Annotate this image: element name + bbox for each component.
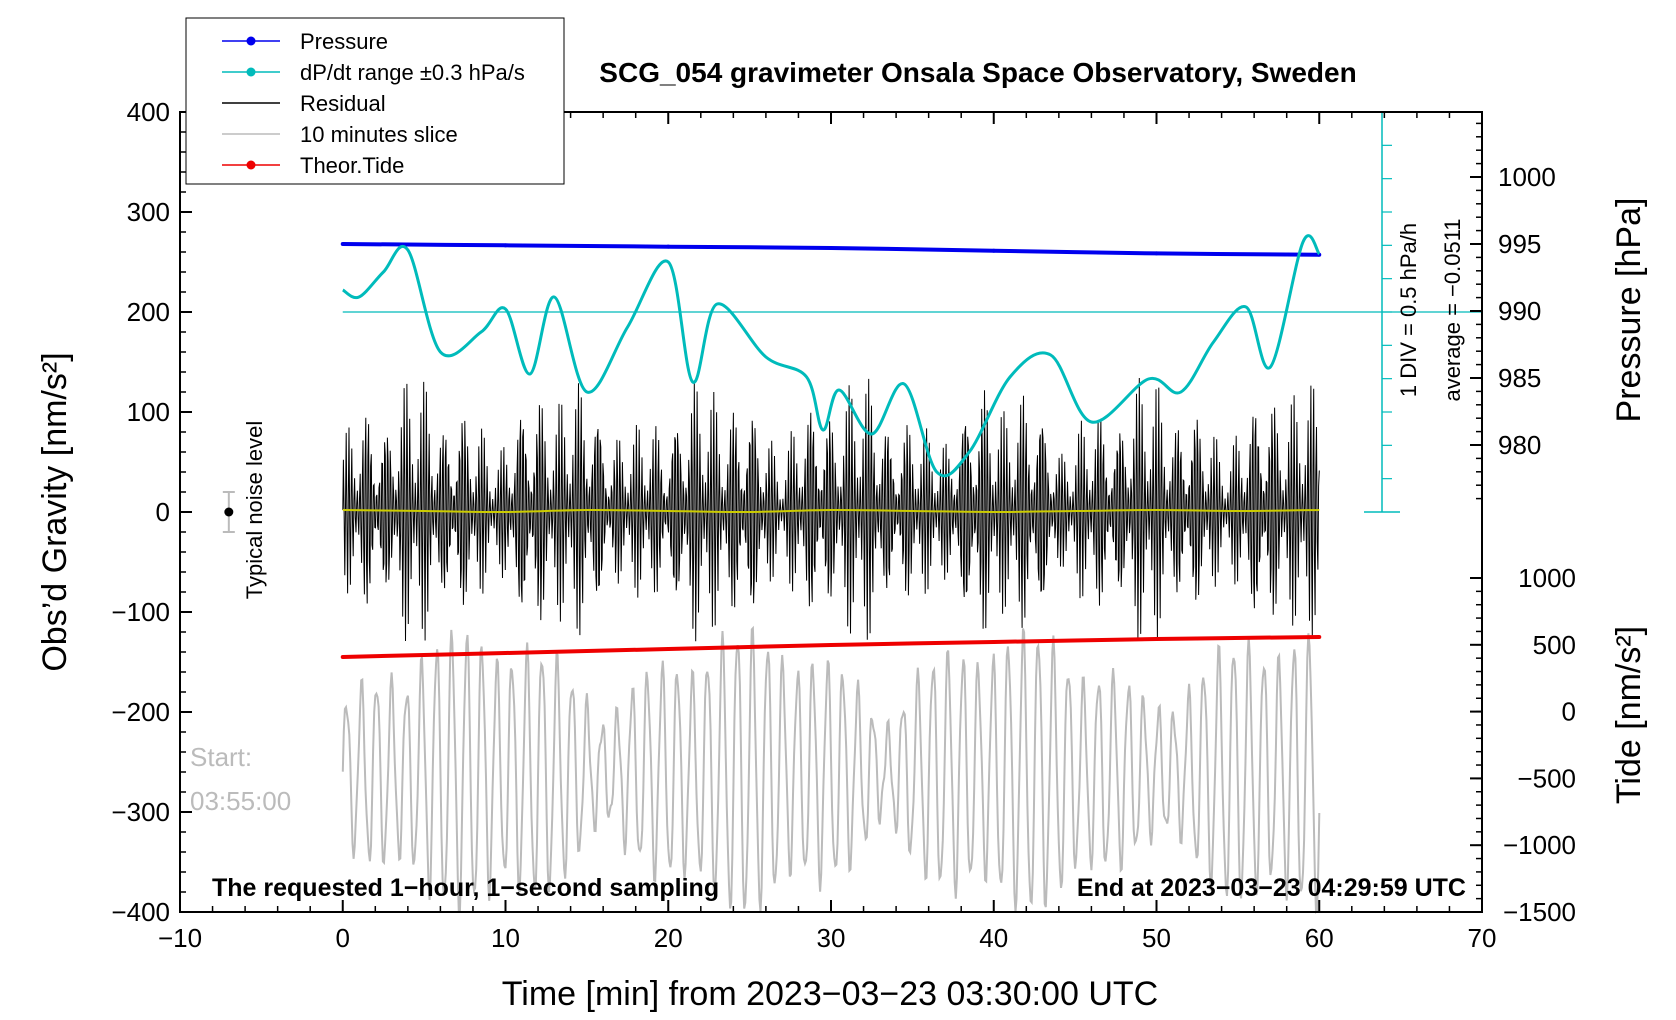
- legend: Pressure dP/dt range ±0.3 hPa/s Residual 10…: [185, 17, 565, 185]
- slice-start-time: 03:55:00: [190, 786, 291, 816]
- dpdt-scale-note: 1 DIV = 0.5 hPa/h: [1396, 223, 1421, 397]
- y-axis-title-left: Obs’d Gravity [nm/s²]: [36, 352, 74, 671]
- footer-right-note: End at 2023−03−23 04:29:59 UTC: [1077, 874, 1466, 902]
- y-tick-label: 200: [127, 297, 170, 327]
- pressure-point: [829, 246, 833, 251]
- dpdt-average-note: average = −0.0511: [1440, 218, 1465, 401]
- chart-title: SCG_054 gravimeter Onsala Space Observat…: [599, 57, 1356, 88]
- y-tick-label: 100: [127, 397, 170, 427]
- slice-series-line: [341, 625, 1321, 914]
- pressure-tick-label: 985: [1498, 363, 1541, 393]
- tide-tick-label: −1000: [1503, 830, 1576, 860]
- y-axis-title-pressure: Pressure [hPa]: [1610, 198, 1648, 423]
- legend-label: Pressure: [300, 29, 388, 54]
- x-tick-label: 70: [1468, 923, 1497, 953]
- tide-point: [991, 640, 996, 644]
- tide-tick-label: 0: [1562, 697, 1576, 727]
- legend-marker: [246, 67, 256, 77]
- legend-marker: [246, 36, 256, 46]
- tide-point: [829, 643, 833, 647]
- residual-series-line: [342, 508, 1320, 514]
- pressure-point: [340, 242, 345, 246]
- y-tick-label: −300: [111, 797, 170, 827]
- pressure-point: [1154, 251, 1159, 256]
- slice-start-label: Start:: [190, 742, 252, 772]
- y-tick-label: −200: [111, 697, 170, 727]
- x-tick-label: 10: [491, 923, 520, 953]
- tide-tick-label: −1500: [1503, 897, 1576, 927]
- pressure-tick-label: 990: [1498, 296, 1541, 326]
- dpdt-series-line: [341, 234, 1321, 478]
- x-axis-title: Time [min] from 2023−03−23 03:30:00 UTC: [502, 975, 1158, 1013]
- x-tick-label: 60: [1305, 923, 1334, 953]
- pressure-point: [666, 244, 671, 249]
- pressure-tick-label: 995: [1498, 229, 1541, 259]
- tide-point: [340, 655, 345, 659]
- legend-label: 10 minutes slice: [300, 122, 458, 147]
- y-axis-title-tide: Tide [nm/s²]: [1610, 626, 1648, 804]
- footer-left-note: The requested 1−hour, 1−second sampling: [212, 874, 719, 902]
- x-tick-label: −10: [158, 923, 202, 953]
- y-tick-label: 300: [127, 197, 170, 227]
- legend-box: [185, 17, 565, 185]
- x-tick-label: 20: [654, 923, 683, 953]
- y-tick-label: −100: [111, 597, 170, 627]
- noise-level-label: Typical noise level: [242, 421, 267, 600]
- pressure-point: [503, 243, 508, 248]
- pressure-point: [991, 248, 996, 253]
- pressure-tick-label: 980: [1498, 430, 1541, 460]
- x-tick-label: 50: [1142, 923, 1171, 953]
- tide-point: [503, 651, 508, 655]
- noise-marker-point: [224, 507, 234, 517]
- y-tick-label: −400: [111, 897, 170, 927]
- x-tick-label: 30: [817, 923, 846, 953]
- plot-layer: [222, 111, 1482, 914]
- tide-point: [666, 647, 671, 651]
- tide-tick-label: 500: [1533, 630, 1576, 660]
- ticks-layer: −10 0 10 20 30 40 50 60 704003002001000−100−200−…: [111, 97, 1576, 953]
- legend-marker: [246, 160, 256, 170]
- tide-point: [1154, 637, 1159, 641]
- residual-noise-line: [342, 377, 1320, 642]
- legend-label: dP/dt range ±0.3 hPa/s: [300, 60, 525, 85]
- tide-tick-label: 1000: [1518, 563, 1576, 593]
- x-tick-label: 0: [336, 923, 350, 953]
- legend-label: Theor.Tide: [300, 153, 404, 178]
- x-tick-label: 40: [979, 923, 1008, 953]
- tide-tick-label: −500: [1517, 763, 1576, 793]
- tide-point: [1317, 635, 1322, 639]
- pressure-tick-label: 1000: [1498, 162, 1556, 192]
- y-tick-label: 0: [156, 497, 170, 527]
- y-tick-label: 400: [127, 97, 170, 127]
- legend-label: Residual: [300, 91, 386, 116]
